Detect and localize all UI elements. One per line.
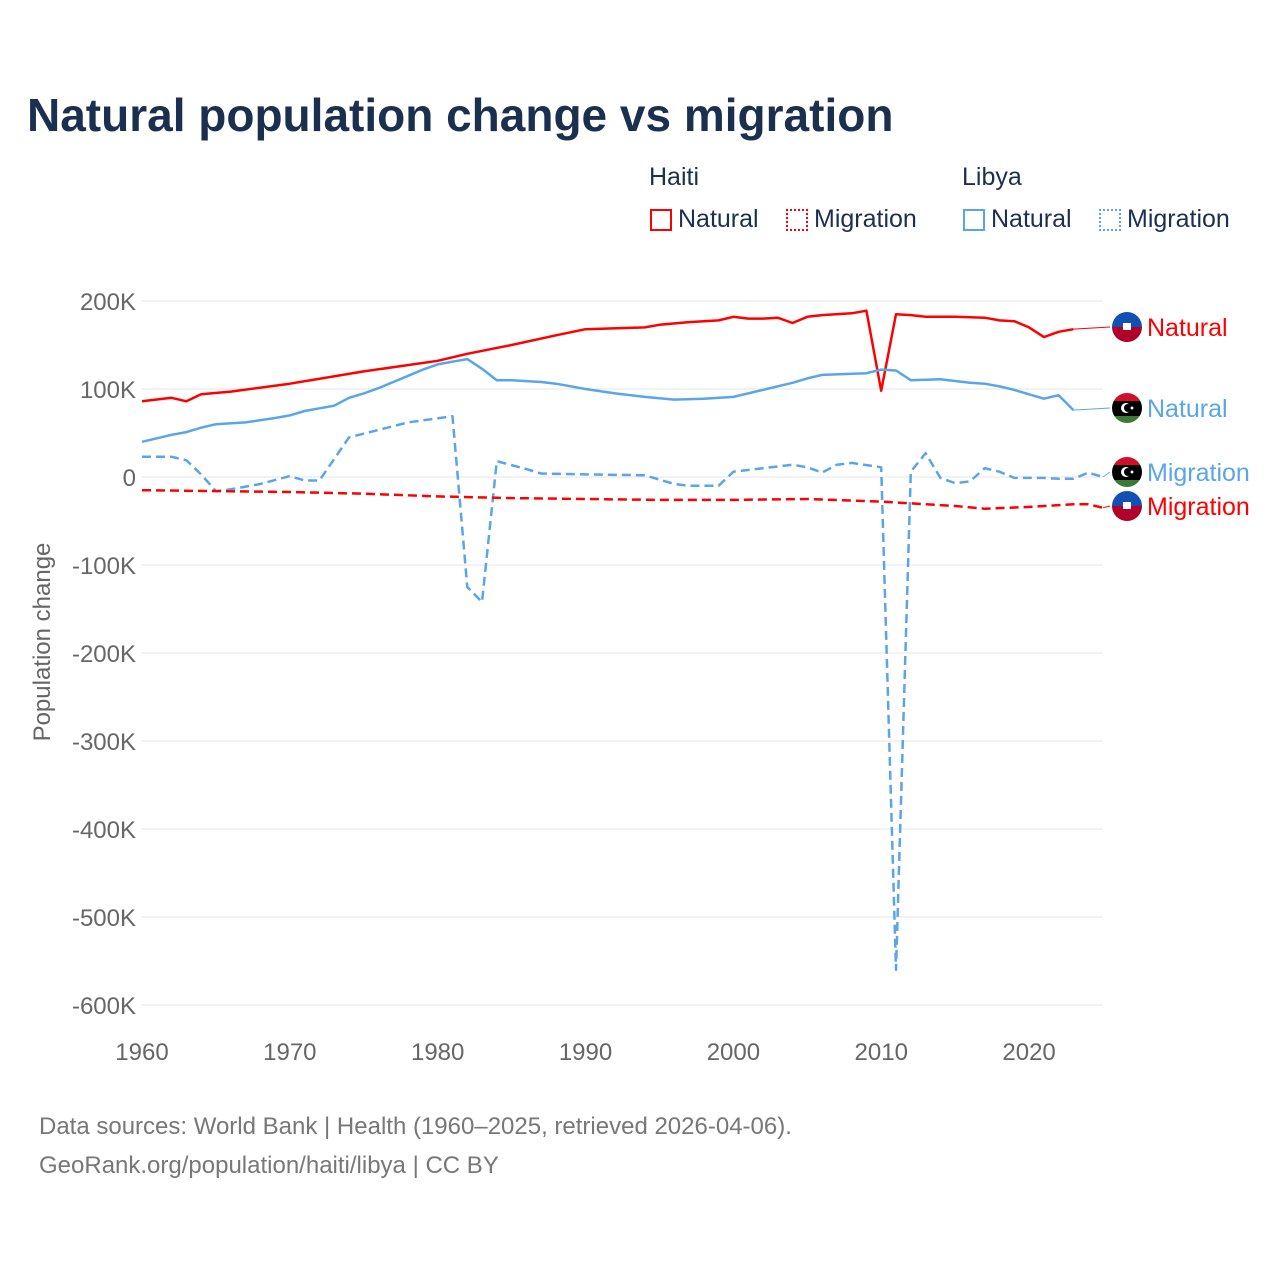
series-end-label: Migration — [1147, 459, 1250, 487]
legend-group-haiti: Haiti — [649, 163, 700, 191]
legend-swatch-dotted — [786, 208, 808, 231]
y-tick-label: -300K — [72, 729, 136, 756]
legend-libya-migration[interactable]: Migration — [1099, 205, 1230, 234]
source-line-1: Data sources: World Bank | Health (1960–… — [39, 1113, 792, 1140]
y-axis-label: Population change — [29, 543, 56, 742]
y-tick-label: -400K — [72, 817, 136, 844]
x-tick-label: 1980 — [411, 1039, 464, 1066]
label-connector — [1102, 471, 1111, 478]
legend-label: Natural — [678, 205, 759, 233]
x-tick-label: 1990 — [559, 1039, 612, 1066]
legend-haiti-migration[interactable]: Migration — [786, 205, 917, 234]
x-tick-label: 1970 — [263, 1039, 316, 1066]
y-tick-label: -200K — [72, 641, 136, 668]
haiti-flag-icon — [1112, 491, 1142, 521]
haiti-flag-icon — [1112, 312, 1142, 342]
libya-flag-icon — [1112, 393, 1142, 423]
series-end-label: Natural — [1147, 314, 1228, 342]
legend-label: Migration — [1127, 205, 1230, 233]
label-connector — [1102, 505, 1111, 509]
y-tick-label: -500K — [72, 905, 136, 932]
x-tick-label: 2020 — [1002, 1039, 1055, 1066]
y-tick-label: -100K — [72, 553, 136, 580]
legend-swatch-solid — [650, 208, 672, 231]
legend-label: Natural — [991, 205, 1072, 233]
series-line-haiti-natural — [141, 309, 1074, 403]
x-tick-label: 1960 — [115, 1039, 168, 1066]
legend-label: Migration — [814, 205, 917, 233]
libya-flag-icon — [1112, 457, 1142, 487]
label-connector — [1073, 407, 1111, 411]
legend-group-libya: Libya — [962, 163, 1022, 191]
y-tick-label: -600K — [72, 993, 136, 1020]
x-tick-label: 2010 — [855, 1039, 908, 1066]
source-note: Data sources: World Bank | Health (1960–… — [39, 1107, 792, 1185]
y-tick-label: 200K — [80, 289, 136, 316]
legend-haiti-natural[interactable]: Natural — [650, 205, 759, 234]
series-line-haiti-migration — [141, 488, 1104, 510]
legend-libya-natural[interactable]: Natural — [963, 205, 1072, 234]
series-end-label: Natural — [1147, 395, 1228, 423]
legend-swatch-dotted — [1099, 208, 1121, 231]
series-end-label: Migration — [1147, 493, 1250, 521]
legend-swatch-solid — [963, 208, 985, 231]
source-line-2[interactable]: GeoRank.org/population/haiti/libya | CC … — [39, 1152, 499, 1179]
y-tick-label: 0 — [123, 465, 136, 492]
label-connector — [1073, 326, 1111, 330]
series-line-libya-natural — [141, 357, 1075, 444]
chart-title: Natural population change vs migration — [27, 89, 894, 141]
x-tick-label: 2000 — [707, 1039, 760, 1066]
y-tick-label: 100K — [80, 377, 136, 404]
